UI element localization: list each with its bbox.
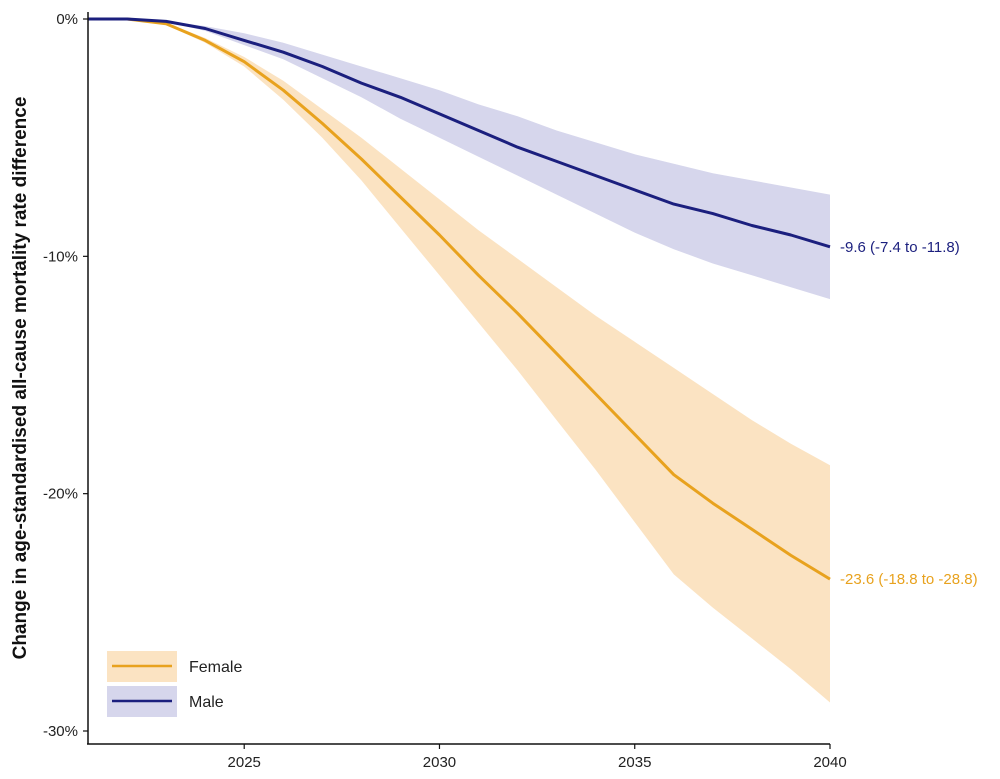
confidence-bands (88, 19, 830, 703)
series-line-male (88, 17, 831, 249)
y-ticks: 0% -10% -20% -30% (43, 11, 88, 740)
x-tick-label: 2030 (423, 754, 456, 771)
y-tick-label: -20% (43, 486, 78, 503)
end-labels: -23.6 (-18.8 to -28.8) -9.6 (-7.4 to -11.… (840, 239, 978, 588)
series-lines (88, 17, 831, 581)
end-label-female: -23.6 (-18.8 to -28.8) (840, 571, 978, 588)
y-tick-label: -30% (43, 723, 78, 740)
axes (87, 12, 830, 745)
legend-item-male: Male (107, 686, 224, 717)
series-line-female (88, 17, 831, 581)
x-tick-label: 2025 (228, 754, 261, 771)
end-label-male: -9.6 (-7.4 to -11.8) (840, 239, 960, 256)
x-ticks: 2025 2030 2035 2040 (228, 744, 847, 771)
legend: Female Male (107, 651, 242, 717)
y-tick-label: -10% (43, 248, 78, 265)
confidence-band-female (88, 19, 830, 703)
x-tick-label: 2035 (618, 754, 651, 771)
x-tick-label: 2040 (813, 754, 846, 771)
legend-item-female: Female (107, 651, 242, 682)
y-axis-title: Change in age-standardised all-cause mor… (10, 97, 31, 660)
legend-label-male: Male (189, 694, 224, 711)
legend-label-female: Female (189, 659, 242, 676)
y-tick-label: 0% (56, 11, 78, 28)
confidence-band-male (88, 19, 830, 300)
